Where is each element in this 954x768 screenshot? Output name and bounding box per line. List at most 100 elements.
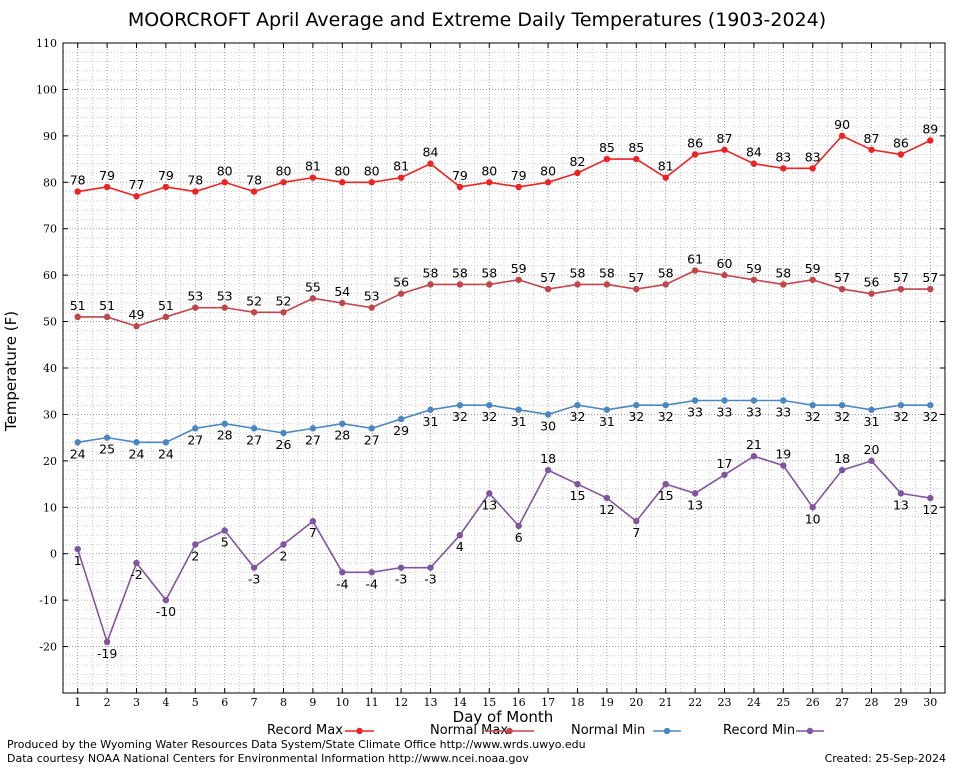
- record-max-point: [309, 174, 317, 181]
- normal-max-point: [427, 281, 434, 288]
- record-min-data-label: 15: [658, 488, 674, 503]
- record-min-data-label: 5: [221, 535, 229, 550]
- record-min-point: [221, 527, 228, 534]
- normal-max-point: [456, 281, 464, 288]
- x-tick-label: 1: [74, 696, 81, 709]
- normal-min-point: [427, 406, 434, 413]
- legend: Record Max Normal Max Normal Min Record Min: [267, 723, 824, 738]
- y-tick-label: 80: [43, 176, 57, 189]
- normal-max-data-label: 59: [511, 261, 527, 276]
- record-min-data-label: -2: [130, 567, 142, 582]
- record-max-data-label: 82: [570, 154, 586, 169]
- normal-max-point: [192, 304, 199, 311]
- normal-min-data-label: 27: [246, 432, 262, 447]
- y-tick-label: 40: [43, 362, 57, 375]
- record-min-data-label: 18: [834, 451, 850, 466]
- record-max-data-label: 90: [834, 117, 850, 132]
- normal-min-point: [515, 406, 522, 413]
- normal-max-point: [544, 285, 552, 293]
- footer-created-date: Created: 25-Sep-2024: [825, 752, 946, 765]
- x-tick-label: 19: [600, 696, 614, 709]
- normal-max-data-label: 58: [775, 265, 791, 280]
- normal-min-point: [103, 434, 111, 441]
- normal-min-point: [662, 401, 669, 409]
- normal-min-point: [280, 429, 287, 437]
- record-min-point: [103, 638, 111, 646]
- record-max-point: [221, 179, 228, 186]
- record-max-data-label: 79: [158, 168, 174, 183]
- x-tick-label: 7: [251, 696, 258, 709]
- normal-max-point: [662, 281, 669, 288]
- y-tick-label: 20: [43, 455, 57, 468]
- record-max-data-label: 81: [393, 159, 409, 174]
- record-max-point: [103, 183, 111, 191]
- normal-min-data-label: 27: [305, 432, 321, 447]
- legend-label-record-min: Record Min: [723, 723, 795, 738]
- normal-max-data-label: 58: [423, 265, 439, 280]
- record-max-point: [897, 151, 905, 158]
- normal-min-data-label: 33: [687, 405, 703, 420]
- normal-min-point: [927, 401, 934, 409]
- record-min-data-label: 19: [775, 447, 791, 462]
- record-min-data-label: 17: [717, 456, 733, 471]
- record-max-data-label: 79: [99, 168, 115, 183]
- normal-max-data-label: 58: [658, 265, 674, 280]
- x-tick-label: 3: [133, 696, 140, 709]
- record-min-point: [280, 541, 287, 548]
- record-min-data-label: 2: [191, 548, 199, 563]
- record-min-point: [838, 466, 846, 474]
- normal-max-point: [221, 304, 228, 311]
- legend-marker-record-max: [356, 727, 363, 735]
- normal-min-point: [721, 397, 728, 404]
- record-max-point: [868, 146, 875, 153]
- record-min-point: [486, 490, 493, 497]
- record-max-data-label: 87: [717, 131, 733, 146]
- normal-max-point: [162, 313, 170, 321]
- record-max-data-label: 81: [305, 159, 321, 174]
- record-min-point: [574, 480, 581, 488]
- normal-min-point: [780, 397, 787, 404]
- normal-max-data-label: 58: [570, 265, 586, 280]
- normal-min-point: [397, 415, 405, 423]
- normal-max-point: [397, 290, 405, 297]
- record-min-point: [192, 541, 199, 548]
- record-min-data-label: -3: [424, 572, 436, 587]
- record-min-point: [633, 518, 640, 525]
- normal-max-data-label: 59: [746, 261, 762, 276]
- normal-max-point: [133, 323, 140, 330]
- normal-max-data-label: 56: [864, 275, 880, 290]
- record-min-point: [662, 480, 669, 488]
- normal-min-data-label: 25: [99, 442, 115, 457]
- record-max-point: [74, 188, 81, 195]
- normal-min-point: [809, 401, 816, 409]
- normal-min-data-label: 32: [834, 409, 850, 424]
- record-min-point: [515, 522, 522, 530]
- normal-max-data-label: 57: [834, 270, 850, 285]
- y-axis-label: Temperature (F): [2, 311, 20, 432]
- y-tick-label: 0: [50, 548, 57, 561]
- record-max-point: [339, 179, 346, 186]
- record-min-data-label: 7: [632, 525, 640, 540]
- record-max-data-label: 80: [481, 163, 497, 178]
- legend-marker-record-min: [806, 727, 814, 735]
- record-max-point: [662, 174, 669, 181]
- y-tick-label: 60: [43, 269, 57, 282]
- x-tick-label: 12: [394, 696, 408, 709]
- normal-min-data-label: 33: [717, 405, 733, 420]
- normal-max-point: [897, 285, 905, 293]
- record-max-data-label: 80: [334, 163, 350, 178]
- record-max-data-label: 80: [540, 163, 556, 178]
- normal-min-point: [691, 397, 699, 404]
- normal-max-data-label: 53: [217, 289, 233, 304]
- record-max-data-label: 89: [922, 122, 938, 137]
- record-max-point: [162, 183, 170, 191]
- normal-max-data-label: 60: [717, 256, 733, 271]
- record-max-line: [77, 134, 931, 198]
- record-min-point: [868, 457, 875, 465]
- normal-min-data-label: 32: [570, 409, 586, 424]
- x-tick-label: 17: [541, 696, 555, 709]
- record-max-data-label: 84: [746, 145, 762, 160]
- normal-max-point: [250, 309, 258, 316]
- record-max-point: [809, 165, 816, 172]
